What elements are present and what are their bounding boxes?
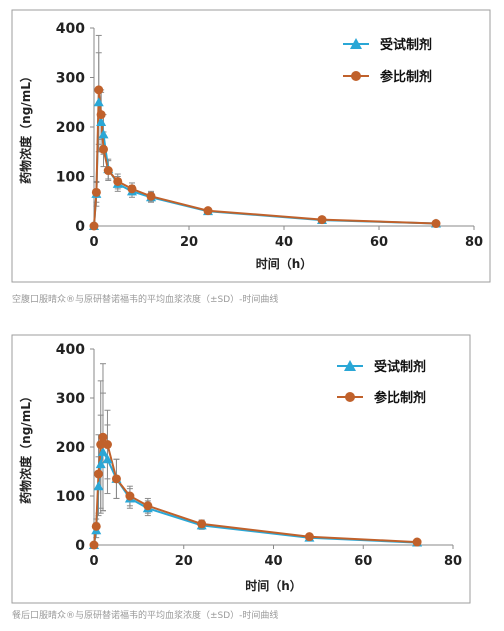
data-point-series-1 bbox=[96, 440, 106, 450]
chart-frame bbox=[11, 9, 491, 283]
x-tick-label: 40 bbox=[264, 554, 282, 569]
x-tick-label: 60 bbox=[354, 554, 372, 569]
x-tick-label: 0 bbox=[89, 554, 98, 569]
data-point-series-1 bbox=[304, 532, 314, 542]
data-point-series-1 bbox=[91, 187, 101, 197]
y-axis-label: 药物浓度（ng/mL） bbox=[18, 390, 33, 504]
y-tick-label: 0 bbox=[75, 219, 85, 235]
y-tick-label: 100 bbox=[56, 170, 85, 186]
data-point-series-1 bbox=[98, 432, 108, 442]
caption-fasting: 空腹口服晴众®与原研替诺福韦的平均血浆浓度（±SD）-时间曲线 bbox=[12, 295, 279, 305]
legend-label: 受试制剂 bbox=[380, 37, 432, 53]
data-point-series-1 bbox=[94, 85, 104, 95]
data-point-series-0 bbox=[98, 129, 109, 139]
x-axis-label: 时间（h） bbox=[245, 578, 302, 593]
x-tick-label: 40 bbox=[275, 235, 293, 250]
y-tick-label: 400 bbox=[56, 342, 85, 358]
chart-fed: 0 100 200 300 400 0 20 40 60 80 时间（h） 药物浓度（ng/mL） 受试… bbox=[11, 334, 471, 604]
x-tick-label: 20 bbox=[175, 554, 193, 569]
data-point-series-1 bbox=[203, 206, 213, 216]
legend-marker bbox=[344, 360, 356, 371]
legend-label: 参比制剂 bbox=[380, 69, 432, 85]
data-point-series-1 bbox=[197, 519, 207, 529]
data-point-series-1 bbox=[89, 540, 99, 550]
chart-panel-fasting: 0 100 200 300 400 0 20 40 60 80 时间（h） 药物浓度（ng/mL） 受试… bbox=[0, 0, 504, 310]
y-tick-label: 200 bbox=[56, 120, 85, 136]
chart-fasting: 0 100 200 300 400 0 20 40 60 80 时间（h） 药物浓度（ng/mL） 受试… bbox=[11, 9, 491, 283]
data-point-series-0 bbox=[93, 481, 104, 491]
legend-marker bbox=[345, 392, 355, 402]
data-point-series-1 bbox=[99, 144, 108, 154]
legend-marker bbox=[350, 38, 362, 49]
y-tick-label: 100 bbox=[56, 489, 85, 505]
data-point-series-0 bbox=[97, 446, 108, 456]
y-tick-label: 0 bbox=[75, 538, 85, 554]
data-point-series-0 bbox=[95, 459, 106, 469]
x-tick-label: 0 bbox=[89, 235, 98, 250]
data-point-series-1 bbox=[146, 191, 156, 201]
data-point-series-1 bbox=[103, 166, 113, 176]
x-tick-label: 80 bbox=[444, 554, 462, 569]
chart-panel-fed: 0 100 200 300 400 0 20 40 60 80 时间（h） 药物浓度（ng/mL） 受试… bbox=[0, 325, 504, 631]
y-axis-label: 药物浓度（ng/mL） bbox=[18, 70, 33, 184]
data-point-series-1 bbox=[102, 440, 112, 450]
series-line-1 bbox=[93, 89, 437, 227]
legend-label: 参比制剂 bbox=[374, 390, 426, 406]
legend-marker bbox=[351, 71, 361, 81]
series-line-1 bbox=[93, 434, 418, 546]
x-tick-label: 20 bbox=[180, 235, 198, 250]
data-point-series-0 bbox=[96, 117, 107, 127]
chart-frame bbox=[11, 334, 471, 604]
data-point-series-1 bbox=[127, 184, 137, 194]
x-tick-label: 60 bbox=[370, 235, 388, 250]
data-point-series-1 bbox=[89, 221, 99, 231]
y-tick-label: 200 bbox=[56, 440, 85, 456]
data-point-series-1 bbox=[431, 219, 441, 229]
data-point-series-1 bbox=[91, 521, 101, 531]
data-point-series-1 bbox=[113, 176, 123, 186]
y-tick-label: 400 bbox=[56, 21, 85, 37]
x-axis-label: 时间（h） bbox=[256, 256, 313, 271]
data-point-series-1 bbox=[111, 474, 121, 484]
legend-label: 受试制剂 bbox=[374, 359, 426, 375]
caption-fed: 餐后口服晴众®与原研替诺福韦的平均血浆浓度（±SD）-时间曲线 bbox=[12, 611, 279, 621]
data-point-series-0 bbox=[102, 454, 113, 464]
data-point-series-1 bbox=[93, 469, 103, 479]
data-point-series-1 bbox=[317, 215, 327, 225]
x-tick-label: 80 bbox=[465, 235, 483, 250]
data-point-series-1 bbox=[96, 110, 106, 120]
data-point-series-0 bbox=[93, 97, 104, 107]
series-line-0 bbox=[93, 102, 437, 227]
y-tick-label: 300 bbox=[56, 71, 85, 87]
data-point-series-1 bbox=[412, 537, 422, 547]
data-point-series-1 bbox=[143, 501, 153, 511]
y-tick-label: 300 bbox=[56, 391, 85, 407]
data-point-series-1 bbox=[125, 491, 135, 501]
